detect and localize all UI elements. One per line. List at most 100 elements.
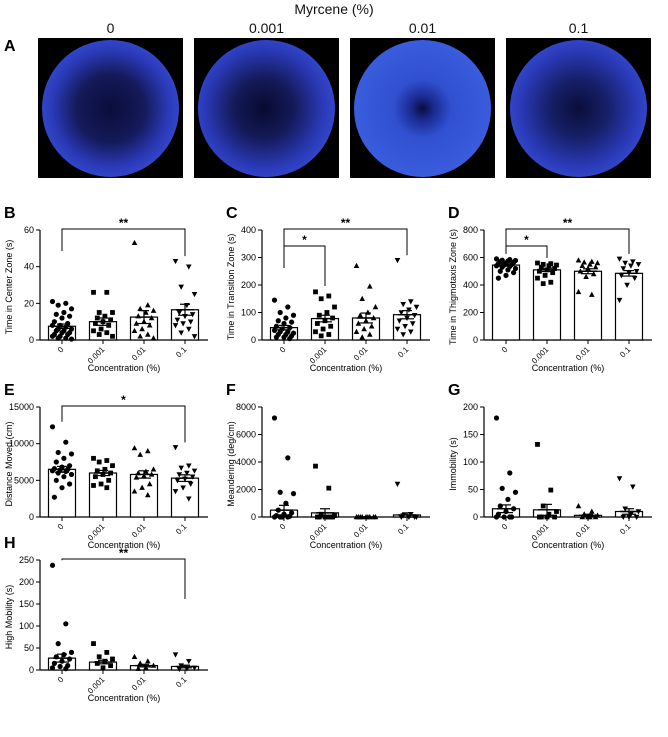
y-tick-label: 0 — [29, 335, 34, 345]
data-point — [55, 335, 61, 341]
column-label: 0.1 — [568, 20, 589, 36]
y-tick-label: 50 — [24, 643, 34, 653]
y-tick-label: 100 — [19, 621, 34, 631]
data-point — [495, 275, 501, 281]
data-point — [535, 442, 540, 447]
data-point — [592, 514, 599, 520]
y-tick-label: 250 — [19, 555, 34, 565]
data-point — [285, 304, 291, 310]
data-point — [372, 304, 379, 310]
data-point — [538, 264, 544, 270]
data-point — [102, 466, 108, 472]
significance-bracket — [61, 228, 186, 257]
data-point — [139, 326, 145, 332]
data-point — [186, 496, 192, 502]
data-point — [537, 268, 542, 274]
data-point — [93, 321, 98, 326]
y-tick-label: 0 — [251, 335, 256, 345]
significance-label: ** — [119, 546, 129, 560]
data-point — [316, 312, 322, 318]
data-point — [290, 491, 297, 497]
y-tick-label: 0 — [29, 665, 34, 675]
x-tick-label: 0.01 — [130, 345, 148, 363]
data-point — [540, 281, 546, 287]
data-point — [271, 415, 278, 421]
y-axis-label: Distance Moved (cm) — [4, 421, 14, 506]
x-axis-label: Concentration (%) — [88, 693, 161, 703]
data-point — [61, 309, 67, 316]
data-point — [512, 265, 519, 272]
data-point — [174, 317, 181, 323]
data-point — [277, 309, 283, 316]
x-tick-label: 0.01 — [574, 522, 592, 540]
data-point — [554, 509, 559, 514]
y-tick-label: 8000 — [236, 402, 256, 412]
data-point — [178, 330, 184, 336]
data-point — [68, 471, 75, 478]
y-tick-label: 0 — [251, 512, 256, 522]
y-tick-label: 0 — [29, 512, 34, 522]
data-point — [137, 305, 143, 312]
data-point — [57, 663, 63, 670]
y-tick-label: 20 — [24, 298, 34, 308]
data-point — [554, 262, 559, 268]
panel-letter: D — [448, 205, 460, 222]
heatmap-image — [506, 38, 651, 178]
significance-label: * — [524, 233, 529, 247]
data-point — [133, 320, 140, 326]
data-point — [178, 465, 184, 471]
data-point — [326, 485, 332, 491]
significance-label: ** — [341, 216, 351, 230]
significance-label: ** — [563, 216, 573, 230]
y-tick-label: 200 — [19, 577, 34, 587]
data-point — [104, 485, 110, 491]
data-point — [512, 489, 519, 495]
data-point — [318, 511, 324, 517]
data-point — [275, 318, 281, 324]
data-point — [49, 322, 56, 328]
data-point — [408, 329, 414, 335]
data-point — [408, 299, 414, 305]
panel-letter: G — [448, 382, 460, 399]
data-point — [145, 448, 151, 454]
data-point — [49, 665, 56, 671]
data-point — [546, 511, 552, 517]
data-point — [630, 259, 636, 265]
data-point — [505, 496, 511, 502]
y-tick-label: 15000 — [9, 402, 34, 412]
data-point — [68, 649, 75, 655]
data-point — [332, 304, 337, 310]
significance-bracket — [283, 228, 408, 256]
y-tick-label: 40 — [24, 262, 34, 272]
data-point — [176, 472, 183, 478]
data-point — [91, 289, 96, 295]
y-tick-label: 200 — [463, 308, 478, 318]
data-point — [402, 324, 408, 330]
y-axis-label: Time in Transition Zone (s) — [226, 234, 236, 341]
y-axis-label: High Mobility (s) — [4, 585, 14, 650]
data-point — [184, 470, 190, 476]
data-point — [583, 273, 589, 279]
data-point — [359, 295, 365, 301]
data-point — [91, 641, 96, 646]
data-point — [587, 261, 593, 267]
data-point — [394, 258, 401, 264]
data-point — [104, 458, 110, 463]
x-axis-label: Concentration (%) — [310, 540, 383, 550]
data-point — [283, 315, 289, 321]
data-point — [616, 297, 623, 304]
data-point — [176, 310, 183, 316]
data-point — [505, 267, 511, 273]
data-point — [550, 270, 556, 276]
data-point — [579, 262, 586, 268]
x-axis-label: Concentration (%) — [310, 363, 383, 373]
significance-bracket — [61, 405, 186, 443]
data-point — [49, 333, 56, 339]
data-point — [104, 650, 110, 655]
data-point — [96, 654, 102, 660]
data-point — [102, 313, 108, 319]
data-point — [110, 310, 115, 315]
heatmap-image — [350, 38, 495, 178]
data-point — [313, 463, 318, 469]
significance-label: ** — [119, 216, 129, 230]
